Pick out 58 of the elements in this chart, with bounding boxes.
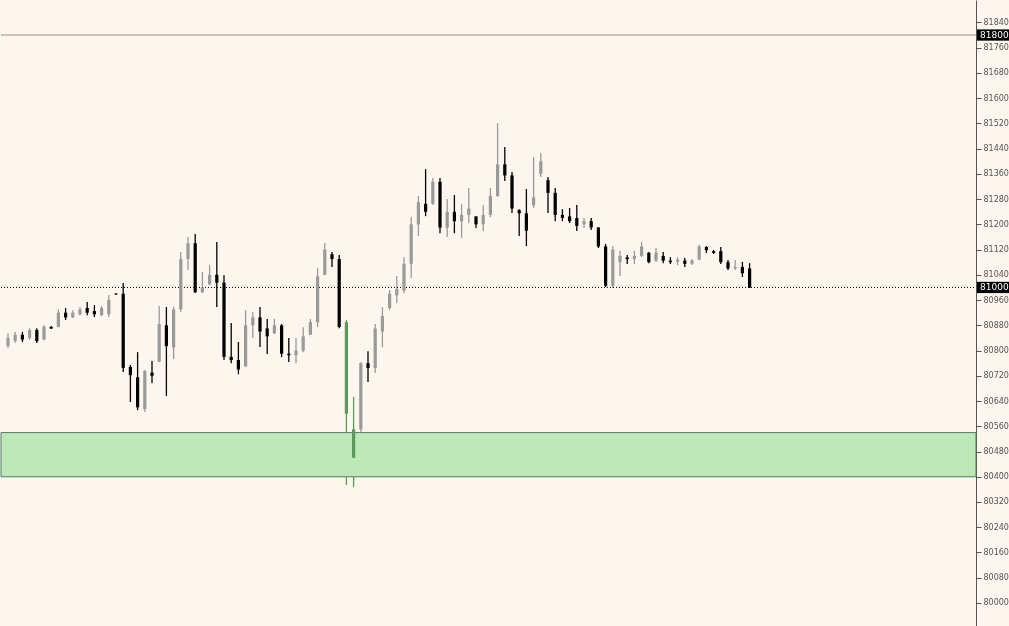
candlestick (459, 203, 464, 239)
candlestick (330, 251, 334, 268)
candlestick (200, 271, 205, 294)
ref-line-label: 81000 (980, 282, 1009, 293)
candlestick (186, 236, 190, 271)
y-tick-label: 80080 (983, 573, 1009, 583)
y-tick-label: 80640 (983, 396, 1009, 406)
y-tick-label: 80400 (983, 472, 1009, 482)
candlestick (575, 204, 579, 232)
candlestick (416, 195, 421, 237)
candlestick (618, 250, 622, 277)
y-tick-label: 80320 (983, 497, 1009, 507)
y-tick-label: 80480 (983, 447, 1009, 457)
candlestick (539, 152, 543, 178)
y-tick-label: 80160 (983, 547, 1009, 557)
y-tick-label: 80000 (983, 598, 1009, 608)
y-tick-label: 80720 (983, 371, 1009, 381)
y-tick-label: 81280 (983, 194, 1009, 204)
y-tick-label: 81120 (983, 245, 1009, 255)
candlestick (380, 306, 385, 348)
y-tick-label: 81680 (983, 68, 1009, 78)
y-tick-label: 81840 (983, 17, 1009, 27)
y-tick-label: 81760 (983, 43, 1009, 53)
candlestick (265, 318, 269, 355)
candlestick (524, 188, 529, 247)
y-tick-label: 81440 (983, 144, 1009, 154)
candlestick (596, 226, 601, 249)
candlestick (301, 326, 305, 353)
candlestick (503, 146, 507, 182)
ref-line-label: 81800 (980, 30, 1009, 41)
candlestick (258, 306, 262, 348)
y-tick-label: 80960 (983, 295, 1009, 305)
candlestick (553, 187, 557, 222)
y-tick-label: 81360 (983, 169, 1009, 179)
candlestick (150, 360, 154, 384)
candlestick (467, 187, 471, 224)
candlestick (366, 350, 370, 383)
candlestick (294, 337, 298, 364)
candlestick (517, 208, 521, 237)
candlestick (164, 306, 169, 397)
candlestick (488, 187, 493, 218)
y-tick-label: 80240 (983, 522, 1009, 532)
y-tick-label: 80560 (983, 421, 1009, 431)
y-tick-label: 81200 (983, 219, 1009, 229)
candlestick (546, 176, 550, 214)
candlestick (431, 177, 435, 206)
candlestick (251, 311, 255, 339)
y-tick-label: 81520 (983, 118, 1009, 128)
y-tick-label: 81600 (983, 93, 1009, 103)
candlestick (582, 217, 586, 229)
y-tick-label: 80880 (983, 320, 1009, 330)
candlestick (387, 289, 392, 311)
candlestick (395, 275, 399, 304)
candlestick (229, 322, 233, 364)
candlestick (107, 294, 111, 318)
y-tick-label: 80800 (983, 346, 1009, 356)
y-tick-label: 81040 (983, 270, 1009, 280)
candlestick (423, 168, 428, 217)
